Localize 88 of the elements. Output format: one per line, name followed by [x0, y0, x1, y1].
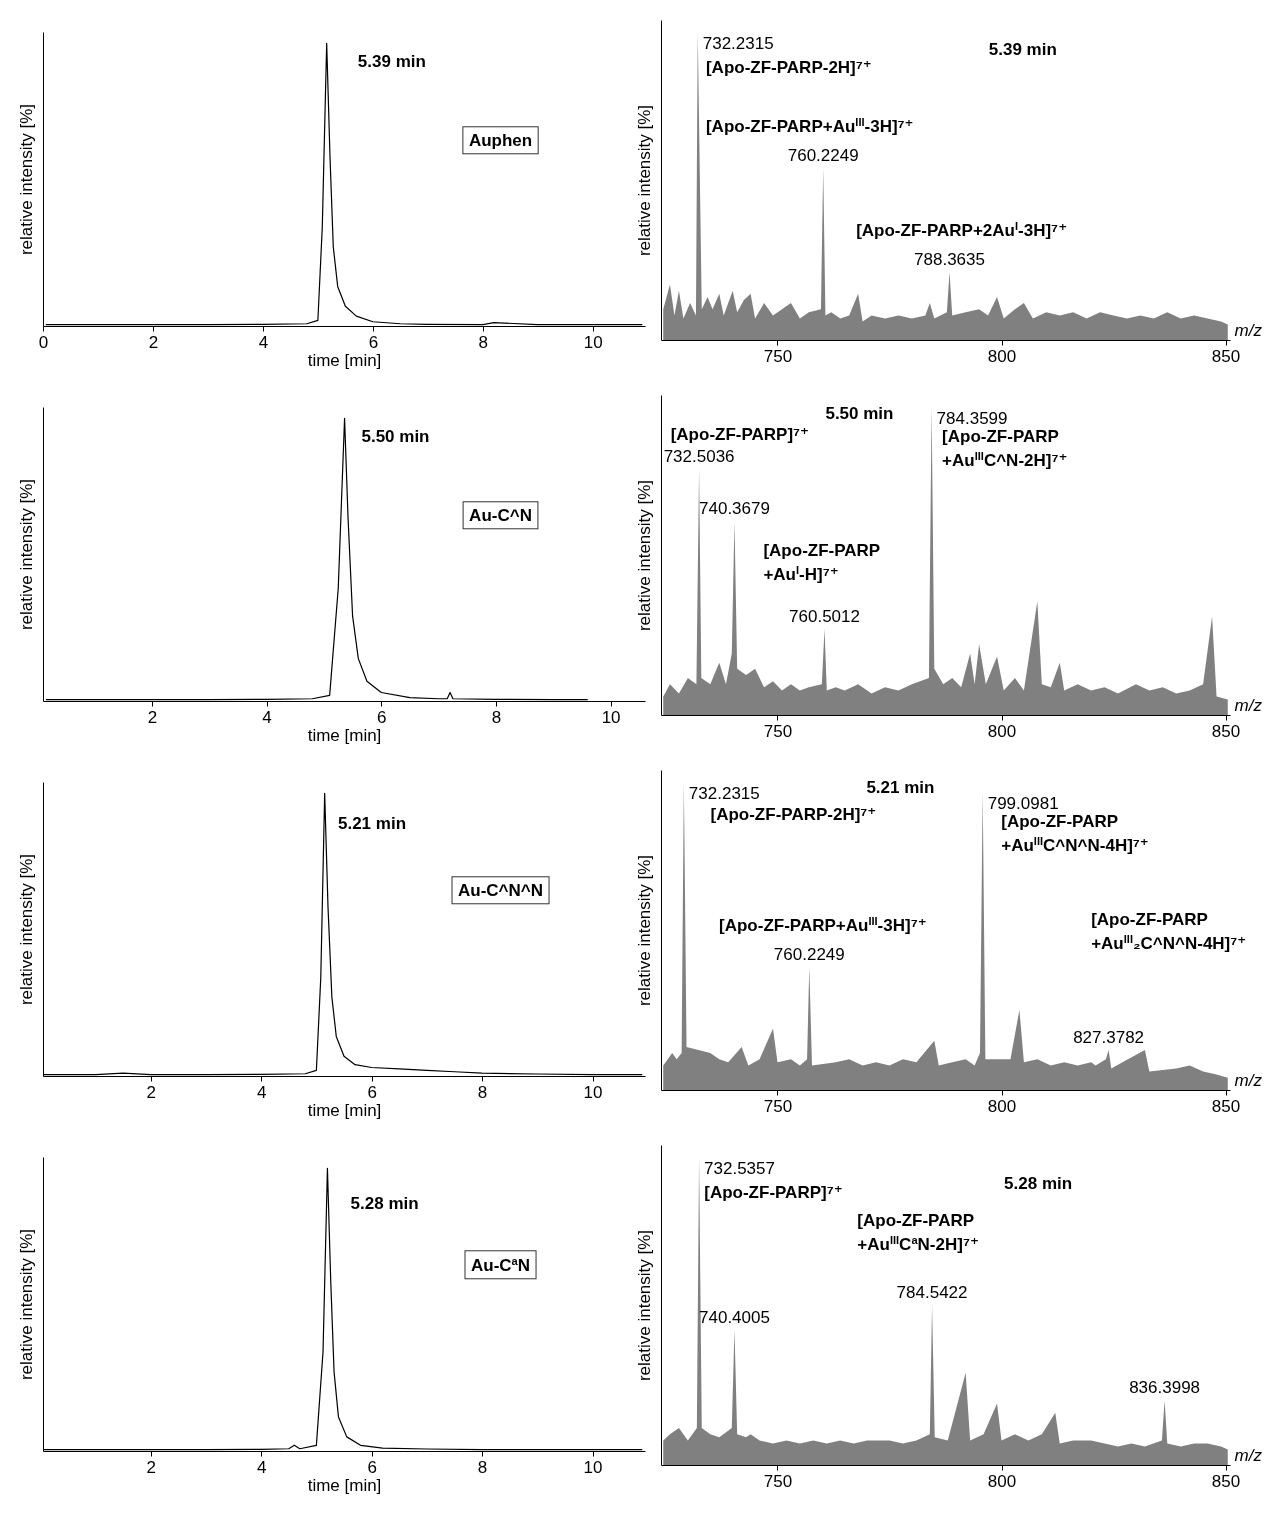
annotation: [Apo-ZF-PARP +Au$^{III}$C^N^N-4H]⁷⁺ [1001, 811, 1149, 855]
x-axis-title: time [min] [307, 1100, 382, 1120]
annotation: [Apo-ZF-PARP +Au$^{III}$C^N-2H]⁷⁺ [942, 427, 1068, 471]
annotation: 760.2249 [773, 944, 845, 964]
x-tick-label: 800 [987, 346, 1017, 366]
x-axis-title: m/z [1234, 695, 1263, 715]
y-axis-title: relative intensity [%] [634, 854, 654, 1007]
x-tick-label: 8 [478, 332, 489, 352]
annotation: 732.2315 [688, 784, 760, 804]
annotation: 784.5422 [896, 1283, 968, 1302]
x-tick-label: 2 [148, 332, 159, 352]
y-axis-title: relative intensity [%] [16, 853, 36, 1006]
annotation: 760.5012 [789, 606, 860, 626]
x-tick-label: 800 [987, 1096, 1017, 1116]
annotation: 784.3599 [936, 409, 1008, 429]
x-tick-label: 4 [258, 332, 269, 352]
annotation: [Apo-ZF-PARP+Au$^{III}$-3H]⁷⁺ [719, 914, 927, 935]
annotation: 799.0981 [987, 793, 1059, 813]
annotation: [Apo-ZF-PARP+2Au$^{I}$-3H]⁷⁺ [856, 220, 1068, 241]
annotation: Au-C^N^N [458, 880, 544, 900]
y-axis-title: relative intensity [%] [634, 1229, 654, 1382]
x-tick-label: 2 [147, 707, 158, 727]
annotation: 5.21 min [866, 777, 935, 797]
annotation: Au-C^N [469, 505, 532, 525]
x-axis-title: m/z [1234, 1070, 1263, 1090]
y-axis-title: relative intensity [%] [16, 1228, 36, 1381]
annotation: 732.2315 [702, 34, 774, 54]
x-tick-label: 850 [1211, 346, 1241, 366]
x-tick-label: 8 [477, 1457, 488, 1477]
x-tick-label: 8 [491, 707, 502, 727]
annotation: 732.5036 [663, 446, 735, 466]
x-tick-label: 6 [377, 707, 387, 727]
x-axis-title: time [min] [307, 1475, 382, 1495]
x-tick-label: 10 [583, 1082, 603, 1102]
annotation: [Apo-ZF-PARP]⁷⁺ [670, 425, 810, 444]
annotation: [Apo-ZF-PARP-2H]⁷⁺ [705, 58, 872, 78]
x-tick-label: 750 [763, 1471, 793, 1491]
annotation: 5.39 min [357, 52, 426, 72]
annotation: [Apo-ZF-PARP +Au$^{III}$₂C^N^N-4H]⁷⁺ [1091, 910, 1247, 954]
x-axis-title: m/z [1234, 1445, 1263, 1465]
x-tick-label: 850 [1211, 721, 1241, 741]
annotation: [Apo-ZF-PARP +Au$^{I}$-H]⁷⁺ [763, 541, 881, 585]
annotation: 740.3679 [699, 499, 770, 519]
x-tick-label: 750 [763, 721, 793, 741]
x-axis-title: m/z [1234, 320, 1263, 340]
annotation: 732.5357 [704, 1159, 775, 1179]
x-tick-label: 8 [477, 1082, 488, 1102]
x-tick-label: 750 [763, 346, 793, 366]
x-tick-label: 4 [256, 1457, 267, 1477]
x-axis-title: time [min] [307, 350, 382, 370]
x-tick-label: 0 [38, 332, 49, 352]
x-tick-label: 800 [987, 721, 1017, 741]
annotation: 5.50 min [361, 427, 430, 447]
x-tick-label: 6 [367, 1082, 377, 1102]
annotation: [Apo-ZF-PARP-2H]⁷⁺ [710, 805, 877, 825]
x-tick-label: 4 [256, 1082, 267, 1102]
x-tick-label: 10 [601, 707, 621, 727]
annotation: [Apo-ZF-PARP+Au$^{III}$-3H]⁷⁺ [705, 115, 914, 136]
y-axis-title: relative intensity [%] [16, 478, 36, 631]
x-tick-label: 850 [1211, 1471, 1241, 1491]
y-axis-title: relative intensity [%] [16, 103, 36, 256]
x-tick-label: 2 [146, 1082, 156, 1102]
annotation: 5.50 min [825, 403, 894, 423]
x-axis-title: time [min] [307, 725, 382, 745]
annotation: [Apo-ZF-PARP]⁷⁺ [704, 1183, 843, 1203]
annotation: 5.21 min [337, 813, 407, 833]
annotation: Auphen [468, 130, 533, 150]
x-tick-label: 2 [146, 1457, 156, 1477]
annotation: 827.3782 [1073, 1028, 1145, 1047]
y-axis-title: relative intensity [%] [634, 104, 654, 257]
x-tick-label: 6 [368, 332, 379, 352]
x-tick-label: 10 [583, 1457, 603, 1477]
annotation: 740.4005 [699, 1307, 770, 1327]
x-tick-label: 4 [262, 707, 272, 727]
y-axis-title: relative intensity [%] [634, 479, 654, 632]
annotation: [Apo-ZF-PARP +Au$^{III}$C$^{a}$N-2H]⁷⁺ [857, 1211, 979, 1255]
x-tick-label: 10 [583, 332, 603, 352]
x-tick-label: 6 [367, 1457, 377, 1477]
annotation: 760.2249 [787, 145, 859, 165]
x-tick-label: 850 [1211, 1096, 1241, 1116]
annotation: 5.28 min [350, 1194, 419, 1214]
annotation: Au-C$^{a}$N [471, 1254, 531, 1275]
x-tick-label: 750 [763, 1096, 793, 1116]
annotation: 788.3635 [914, 250, 985, 270]
x-tick-label: 800 [987, 1471, 1017, 1491]
annotation: 5.28 min [1004, 1174, 1073, 1194]
annotation: 836.3998 [1129, 1378, 1201, 1398]
annotation: 5.39 min [988, 39, 1057, 59]
